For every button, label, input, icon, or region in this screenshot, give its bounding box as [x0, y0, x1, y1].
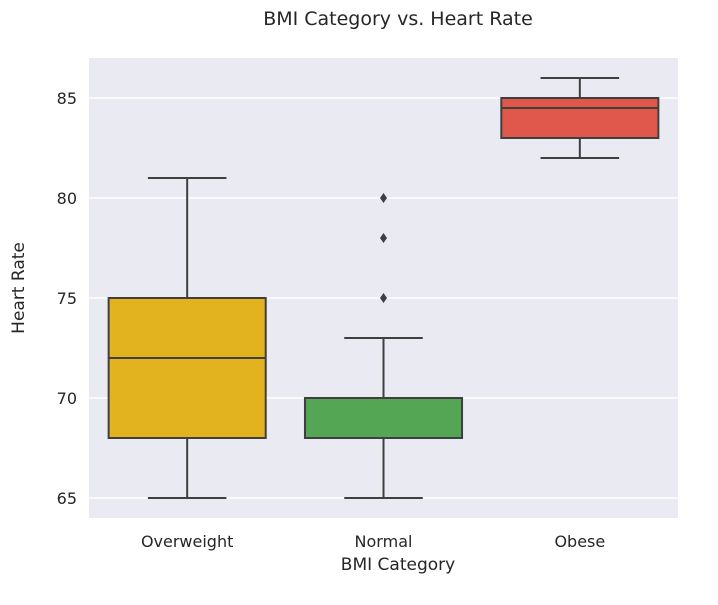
y-tick-label: 80	[57, 189, 77, 208]
box-group	[500, 77, 660, 159]
x-axis-label: BMI Category	[341, 555, 455, 575]
y-tick-label: 75	[57, 289, 77, 308]
box-iqr	[500, 97, 660, 139]
box-iqr	[303, 397, 464, 439]
outlier-point	[380, 233, 387, 243]
y-tick-label: 70	[57, 389, 77, 408]
outlier-point	[380, 193, 387, 203]
y-tick-label: 65	[57, 489, 77, 508]
x-tick-label: Obese	[554, 532, 605, 551]
box-iqr	[107, 297, 267, 439]
boxes	[107, 77, 660, 499]
outlier-point	[380, 293, 387, 303]
y-tick-label: 85	[57, 89, 77, 108]
x-tick-label: Overweight	[141, 532, 233, 551]
x-tick-label: Normal	[355, 532, 413, 551]
ticks: 65 70 75 80 85 Overweight Normal Obese	[57, 89, 606, 551]
box-group	[107, 177, 267, 499]
box-group	[303, 193, 464, 499]
chart-title: BMI Category vs. Heart Rate	[263, 8, 533, 30]
y-axis-label: Heart Rate	[9, 242, 29, 334]
